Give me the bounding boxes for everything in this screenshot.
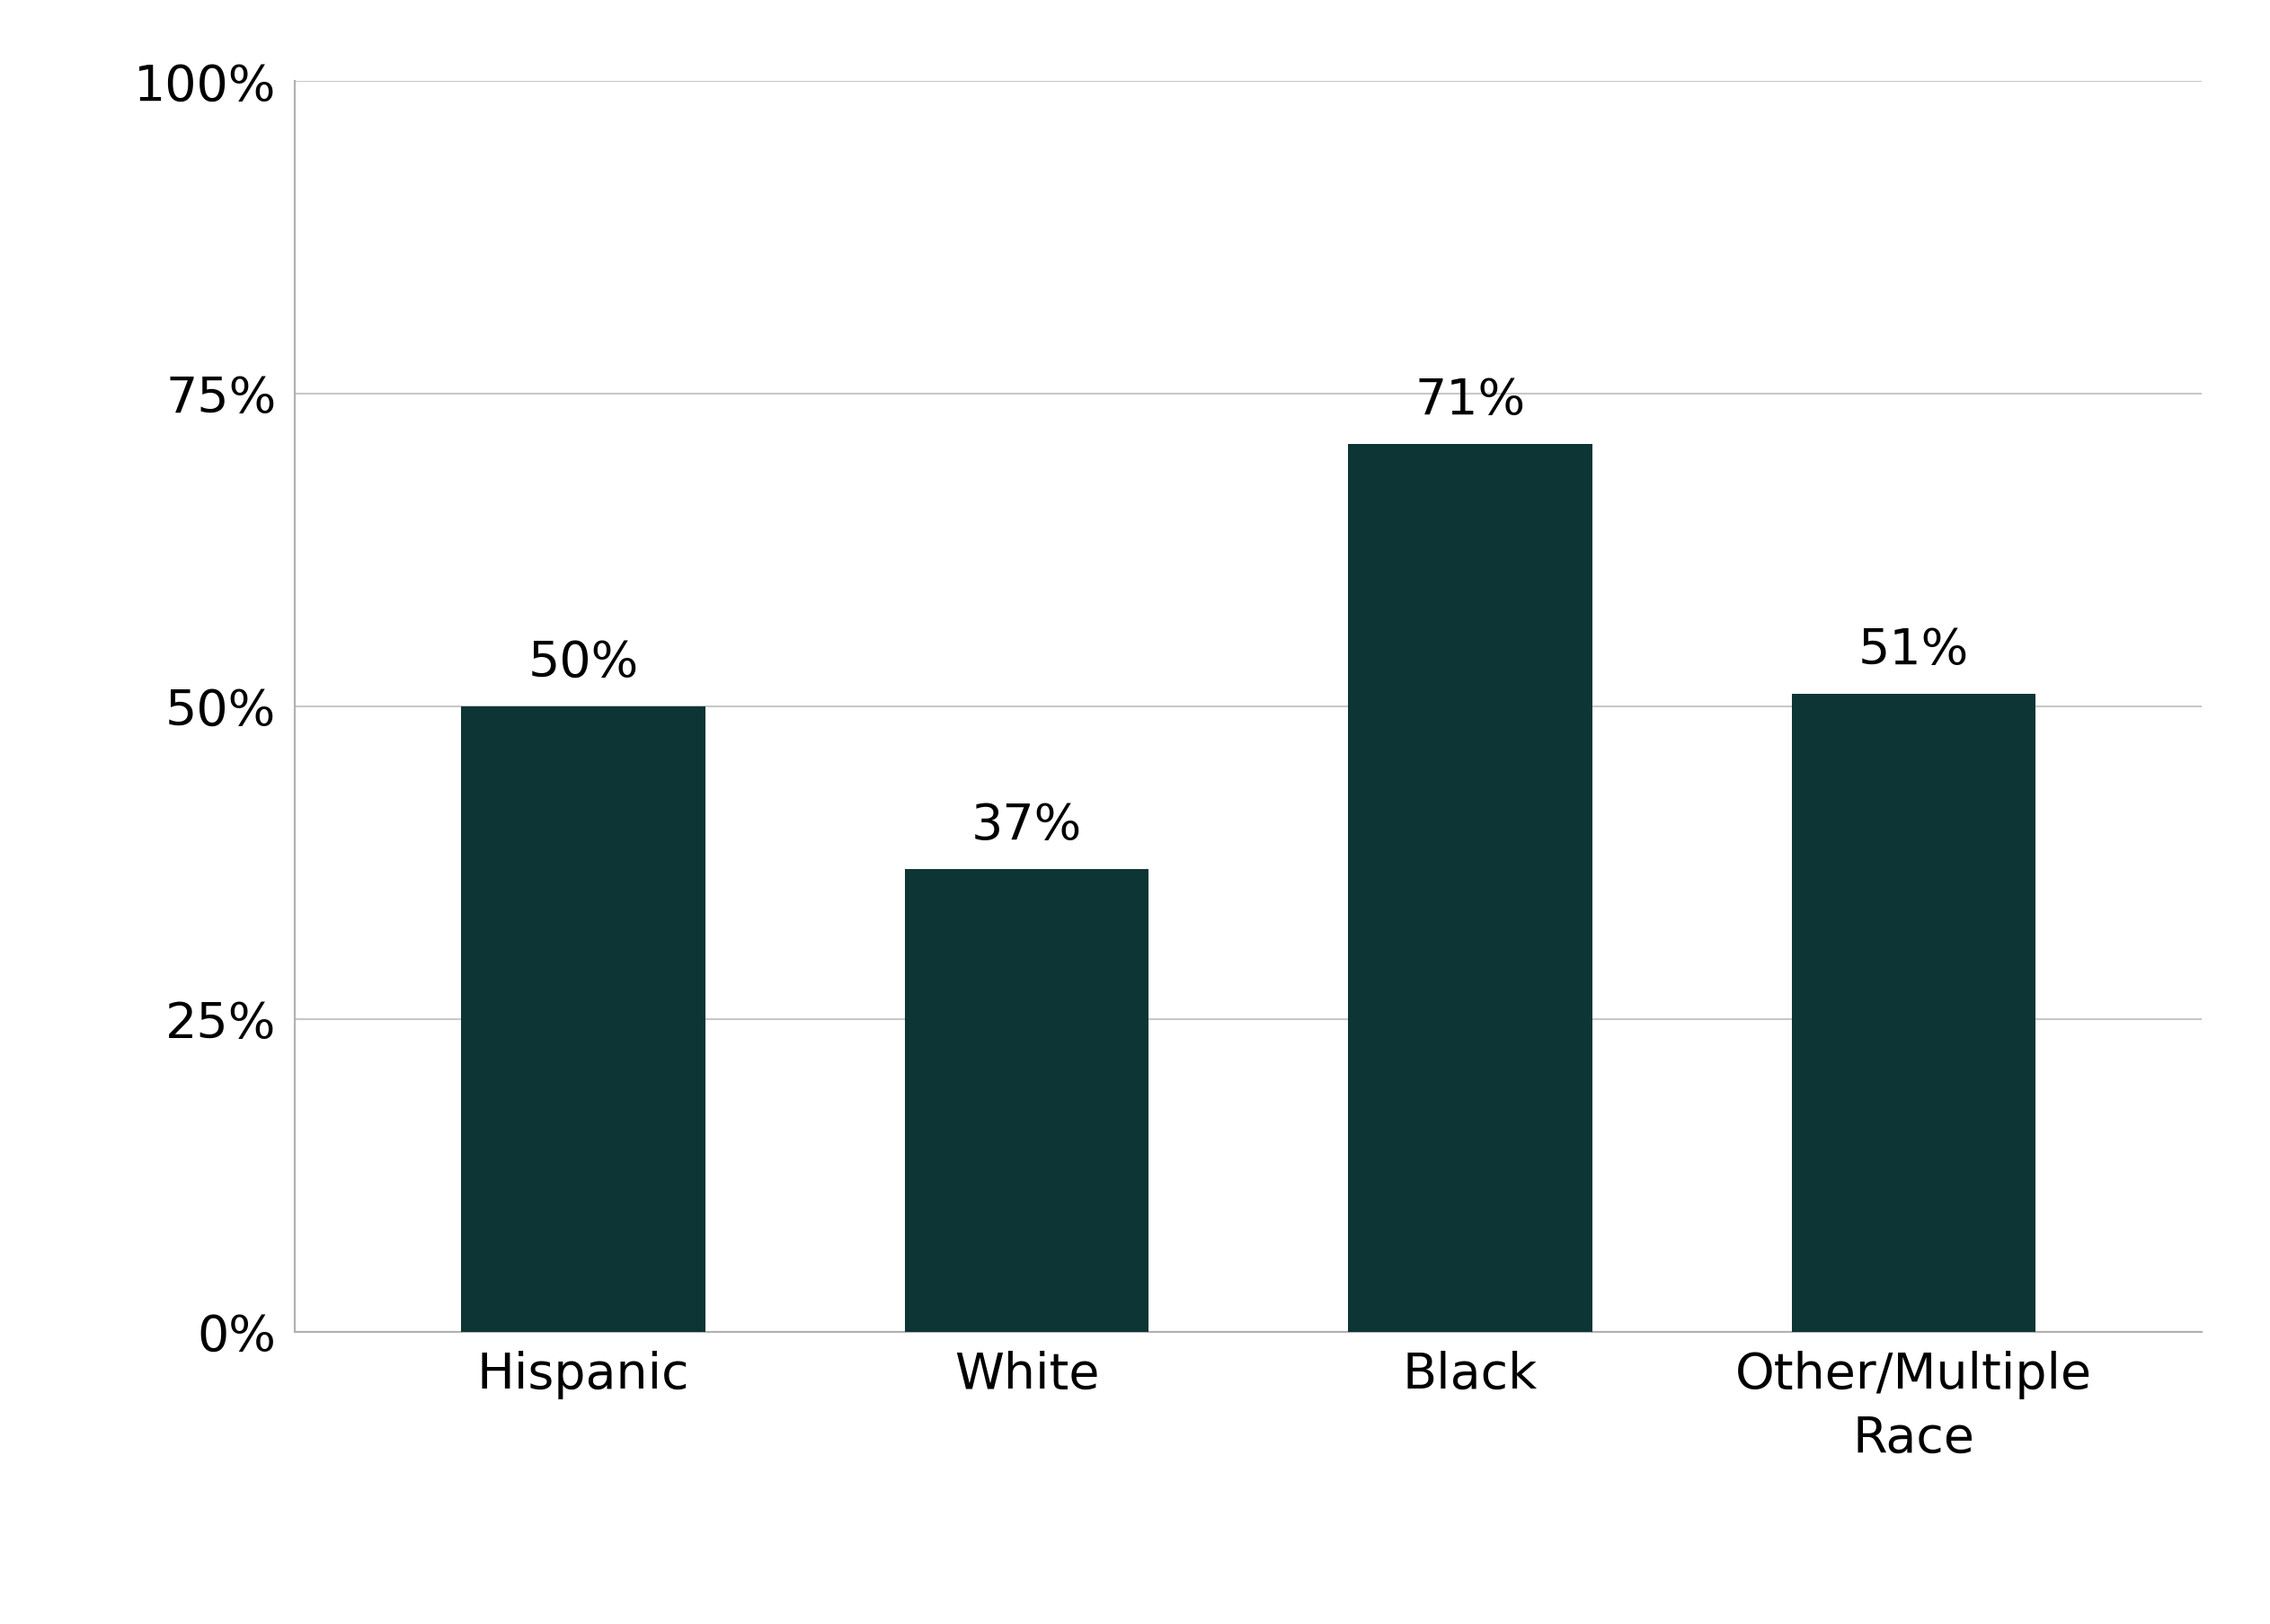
Text: 50%: 50% <box>529 640 638 687</box>
Bar <box>906 869 1149 1332</box>
Bar <box>1348 443 1591 1332</box>
Text: 51%: 51% <box>1859 627 1968 676</box>
Bar <box>461 706 706 1332</box>
Bar <box>1791 693 2036 1332</box>
Text: 71%: 71% <box>1414 377 1525 425</box>
Text: 37%: 37% <box>972 802 1083 851</box>
